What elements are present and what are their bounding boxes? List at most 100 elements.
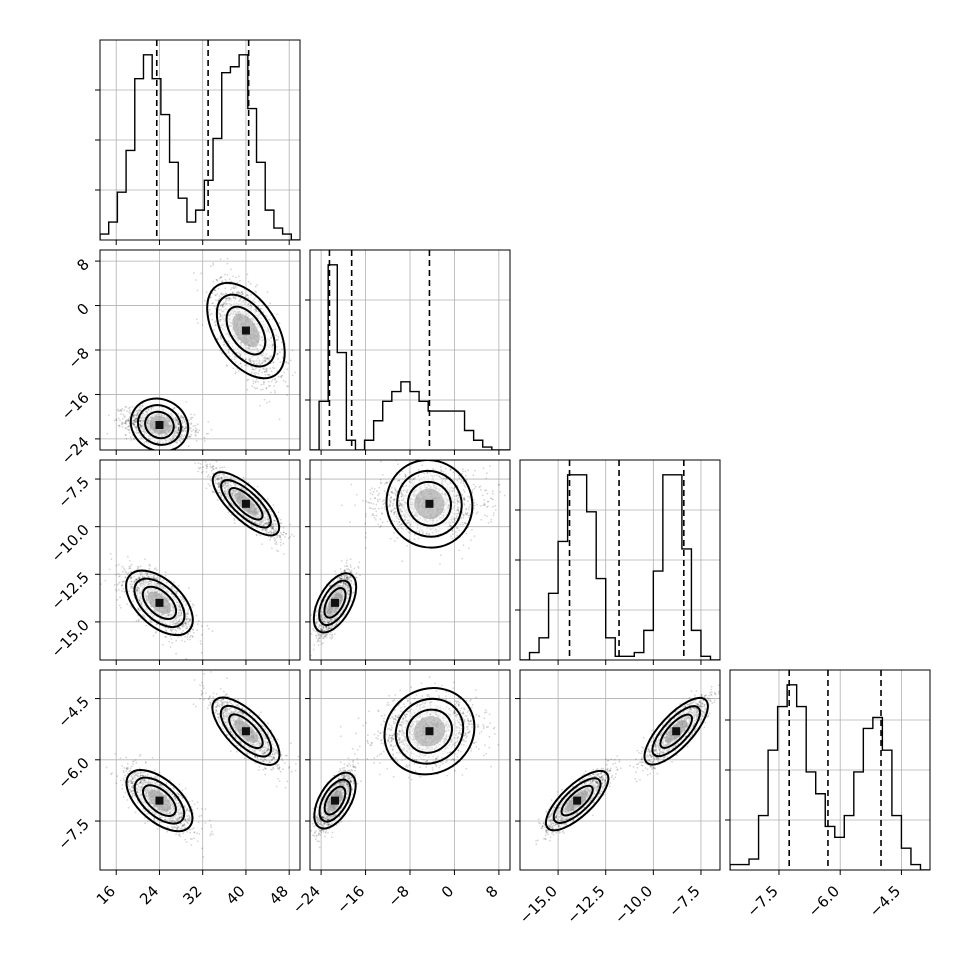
sample-point <box>247 303 250 305</box>
sample-point <box>135 579 138 582</box>
sample-point <box>139 404 142 407</box>
sample-point <box>148 567 151 570</box>
sample-point <box>216 482 219 485</box>
sample-point <box>154 577 156 580</box>
sample-point <box>197 466 200 469</box>
sample-point <box>250 361 252 363</box>
sample-point <box>175 652 178 655</box>
sample-point <box>215 324 217 326</box>
sample-point <box>122 413 125 416</box>
sample-point <box>272 344 275 347</box>
sample-point <box>139 434 142 437</box>
sample-point <box>130 563 133 566</box>
sample-point <box>273 378 276 381</box>
sample-point <box>177 422 180 424</box>
sample-point <box>130 439 133 441</box>
sample-point <box>190 416 193 419</box>
sample-point <box>224 292 227 295</box>
sample-point <box>127 420 129 423</box>
sample-point <box>128 411 131 414</box>
sample-point <box>185 623 188 625</box>
sample-point <box>255 291 258 294</box>
sample-point <box>219 491 222 494</box>
sample-point <box>212 468 215 470</box>
sample-point <box>180 414 183 417</box>
sample-point <box>149 579 152 582</box>
sample-point <box>237 275 240 278</box>
sample-point <box>218 481 221 484</box>
sample-point <box>124 422 127 424</box>
sample-point <box>255 533 258 536</box>
sample-point <box>192 604 195 607</box>
sample-point <box>267 380 270 383</box>
sample-point <box>187 617 190 620</box>
sample-point <box>232 296 235 299</box>
sample-point <box>271 345 273 348</box>
sample-point <box>252 362 255 365</box>
sample-point <box>177 431 180 434</box>
sample-point <box>121 422 124 425</box>
density-peak <box>155 421 164 429</box>
sample-point <box>133 438 136 441</box>
sample-point <box>148 563 151 566</box>
sample-point <box>253 368 256 371</box>
sample-point <box>260 383 263 386</box>
sample-point <box>268 373 271 376</box>
sample-point <box>170 439 173 442</box>
sample-point <box>239 292 241 295</box>
sample-point <box>128 566 131 568</box>
sample-point <box>272 329 275 331</box>
sample-point <box>274 522 277 525</box>
sample-point <box>129 411 132 414</box>
sample-point <box>135 587 138 589</box>
sample-point <box>186 612 189 615</box>
sample-point <box>153 568 156 570</box>
sample-point <box>116 599 119 601</box>
sample-point <box>169 628 172 630</box>
sample-point <box>133 575 136 578</box>
sample-point <box>212 329 215 332</box>
sample-point <box>134 425 137 428</box>
sample-point <box>124 433 127 436</box>
sample-point <box>134 580 137 583</box>
sample-point <box>230 268 232 271</box>
sample-point <box>183 421 186 423</box>
sample-point <box>304 340 306 342</box>
sample-point <box>240 291 243 293</box>
sample-point <box>115 564 118 567</box>
sample-point <box>286 394 288 396</box>
sample-point <box>269 356 272 359</box>
sample-point <box>171 585 173 588</box>
sample-point <box>128 567 131 570</box>
sample-point <box>210 428 213 431</box>
sample-point <box>280 341 283 344</box>
sample-point <box>118 589 120 591</box>
sample-point <box>135 416 138 419</box>
sample-point <box>262 383 265 386</box>
sample-point <box>198 429 201 432</box>
sample-point <box>187 445 190 448</box>
sample-point <box>214 320 217 323</box>
sample-point <box>212 491 214 494</box>
sample-point <box>242 299 245 302</box>
sample-point <box>263 398 266 401</box>
sample-point <box>195 431 198 433</box>
sample-point <box>221 303 224 306</box>
sample-point <box>278 418 281 421</box>
sample-point <box>189 618 192 621</box>
sample-point <box>132 590 134 593</box>
sample-point <box>119 409 122 411</box>
sample-point <box>222 340 225 343</box>
sample-point <box>207 432 210 435</box>
sample-point <box>184 425 187 428</box>
sample-point <box>129 436 132 439</box>
sample-point <box>185 627 188 630</box>
sample-point <box>113 419 116 422</box>
sample-point <box>220 276 223 278</box>
sample-point <box>120 422 123 424</box>
sample-point <box>254 285 257 288</box>
sample-point <box>189 427 192 430</box>
sample-point <box>246 294 248 297</box>
sample-point <box>232 275 234 278</box>
